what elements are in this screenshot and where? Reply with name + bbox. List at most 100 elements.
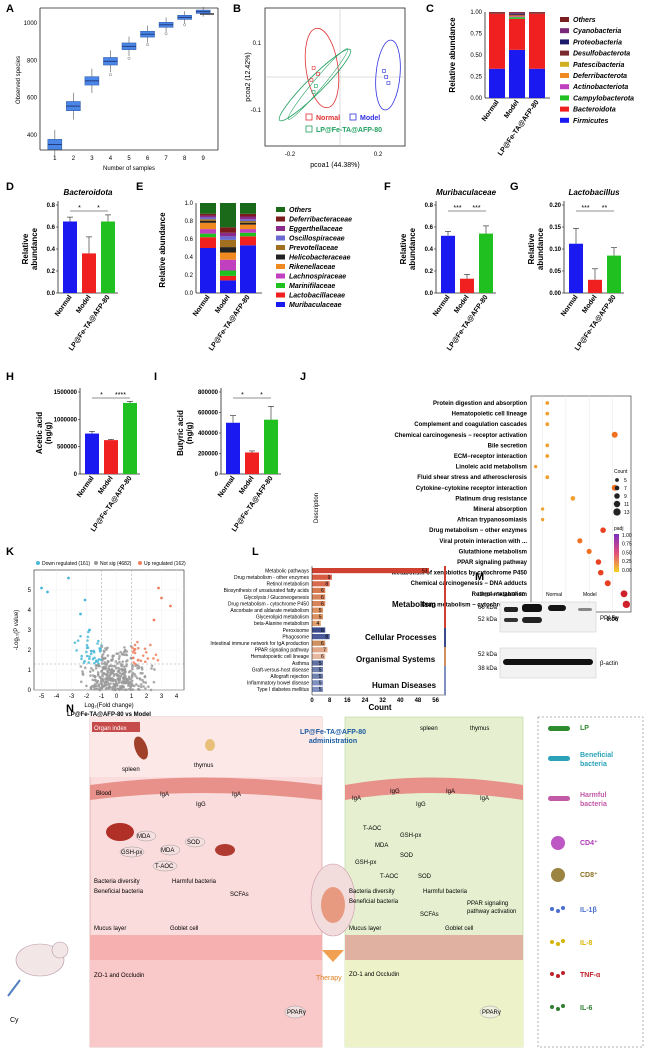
k-point bbox=[139, 659, 143, 663]
j-dot bbox=[622, 600, 631, 609]
k-point bbox=[101, 672, 105, 676]
k-point bbox=[133, 647, 137, 651]
n-gshpx: GSH-px bbox=[121, 850, 142, 856]
k-point bbox=[114, 664, 117, 668]
stack-segment bbox=[220, 232, 236, 237]
sig-marker: * bbox=[100, 392, 103, 399]
bar-xtick: Model bbox=[97, 475, 114, 496]
k-point bbox=[106, 646, 109, 650]
bar bbox=[104, 440, 118, 474]
k-point bbox=[97, 639, 100, 643]
m-marker-38: 38 kDa bbox=[478, 666, 498, 672]
panel-j-kegg-dot: Protein digestion and absorption Hematopo… bbox=[314, 395, 632, 634]
l-bar bbox=[312, 574, 332, 580]
n-liver-icon bbox=[106, 823, 134, 841]
k-ylabel: -Log₁₀(P value) bbox=[14, 610, 20, 650]
k-point bbox=[80, 657, 83, 661]
l-value: 5 bbox=[319, 608, 322, 614]
j-term-label: Viral protein interaction with ... bbox=[439, 539, 527, 545]
stack-segment bbox=[509, 18, 525, 50]
stack-segment bbox=[509, 49, 525, 98]
bar-ytick: 0.8 bbox=[47, 203, 56, 209]
l-value: 5 bbox=[319, 661, 322, 667]
n-administration-line2: administration bbox=[309, 738, 357, 745]
l-bar bbox=[312, 647, 328, 653]
bar-ylabel-unit: (ng/g) bbox=[185, 422, 194, 445]
legend-label: Others bbox=[289, 207, 312, 214]
l-xtick: 48 bbox=[415, 698, 422, 704]
k-point bbox=[104, 680, 108, 684]
k-point bbox=[100, 686, 104, 690]
panel-label-c: C bbox=[426, 3, 434, 15]
j-count-label: 5 bbox=[624, 478, 627, 484]
k-point bbox=[136, 659, 140, 662]
j-term-label: Mineral absorption bbox=[473, 507, 527, 513]
b-legend-model: Model bbox=[360, 115, 380, 122]
k-point bbox=[123, 667, 127, 671]
l-value: 4 bbox=[317, 621, 320, 627]
k-point bbox=[111, 685, 114, 689]
j-dot bbox=[533, 464, 538, 469]
k-title: LP@Fe-TA@AFP-80 vs Model bbox=[67, 712, 151, 718]
bar-ytick: 0.0 bbox=[425, 291, 434, 297]
k-point bbox=[101, 674, 105, 678]
j-term-label: ECM−receptor interaction bbox=[454, 454, 528, 460]
l-value: 8 bbox=[325, 634, 328, 640]
j-dot bbox=[540, 517, 545, 522]
j-term-label: PPAR signaling pathway bbox=[457, 560, 528, 566]
legend-swatch bbox=[276, 245, 285, 250]
stack-segment bbox=[200, 248, 216, 293]
k-point bbox=[114, 667, 118, 670]
l-group-organismal: Organismal Systems bbox=[356, 655, 436, 664]
legend-label: Cyanobacteria bbox=[573, 28, 621, 35]
k-point bbox=[125, 677, 128, 681]
n-legend-icon bbox=[550, 940, 554, 944]
k-point bbox=[83, 666, 87, 670]
n-legend-label: LP bbox=[580, 725, 589, 732]
n-legend-label-2: bacteria bbox=[580, 801, 607, 808]
panel-f-muribaculaceae: 0.0 0.2 0.4 0.6 0.8 Normal ModelLP@Fe-TA@AFP-8… bbox=[399, 188, 497, 352]
bar-xtick: Model bbox=[581, 294, 598, 315]
k-point bbox=[100, 645, 104, 648]
k-point bbox=[88, 670, 92, 673]
l-value: 6 bbox=[321, 628, 324, 634]
stack-segment bbox=[509, 12, 525, 13]
k-point bbox=[138, 677, 142, 680]
k-point bbox=[156, 658, 160, 662]
legend-label: Bacteroidota bbox=[573, 107, 616, 114]
l-xlabel: Count bbox=[368, 703, 391, 712]
sig-marker: * bbox=[241, 392, 244, 399]
n-legend-icon bbox=[548, 726, 570, 731]
bar-ytick: 0 bbox=[74, 472, 78, 478]
l-value: 5 bbox=[319, 687, 322, 693]
c-ylabel: Relative abundance bbox=[448, 17, 457, 93]
k-point bbox=[105, 675, 109, 678]
k-point bbox=[120, 686, 123, 689]
panel-label-j: J bbox=[300, 371, 306, 383]
k-point bbox=[85, 684, 88, 688]
k-point bbox=[98, 676, 102, 679]
k-point bbox=[109, 677, 113, 680]
panel-a-boxplot: 1 2 3 4 5 6 7 8 9 400 600 800 1000 Number of sample… bbox=[16, 6, 219, 172]
j-dot bbox=[577, 538, 583, 544]
k-point bbox=[135, 676, 139, 680]
k-point bbox=[140, 666, 144, 669]
a-xlabel: Number of samples bbox=[103, 166, 155, 172]
j-count-dot bbox=[614, 493, 620, 499]
k-point bbox=[85, 654, 89, 658]
b-point bbox=[313, 84, 318, 88]
k-point bbox=[121, 672, 125, 676]
k-point bbox=[142, 685, 145, 688]
k-point bbox=[127, 675, 131, 679]
legend-label: Oscillospiraceae bbox=[289, 236, 345, 243]
k-point bbox=[120, 653, 124, 656]
l-value: 5 bbox=[319, 681, 322, 687]
bar-xtick: Normal bbox=[54, 294, 74, 318]
k-point bbox=[141, 678, 144, 682]
l-category: Type I diabetes mellitus bbox=[257, 687, 310, 693]
k-point bbox=[79, 680, 83, 684]
l-bar bbox=[312, 601, 326, 607]
a-xtick: 8 bbox=[183, 156, 187, 162]
k-point bbox=[111, 657, 115, 661]
a-ytick: 600 bbox=[27, 96, 38, 102]
